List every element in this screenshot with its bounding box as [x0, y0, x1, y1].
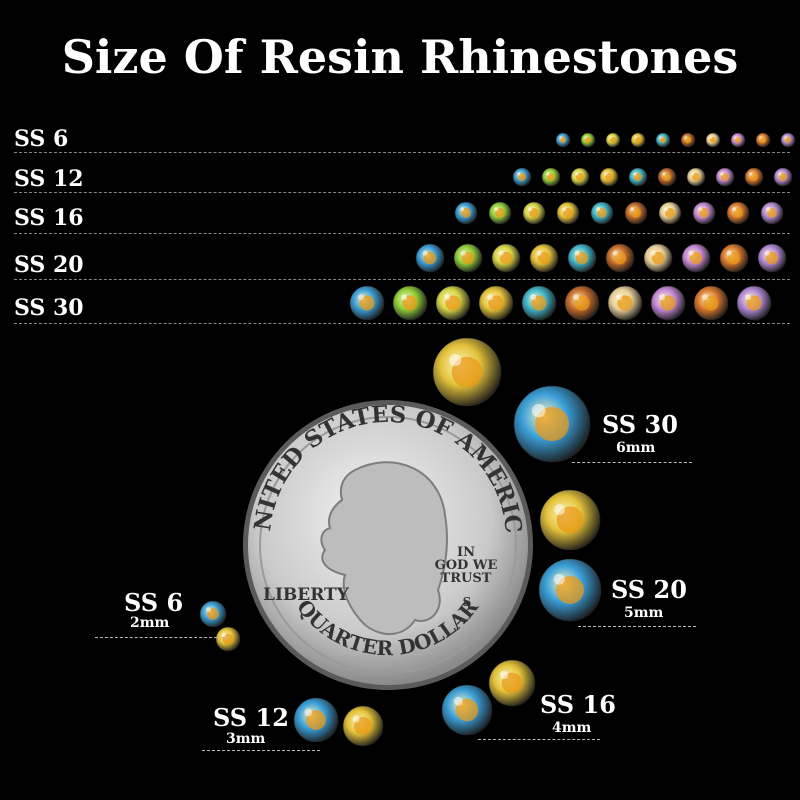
- rhinestone-row-4: [719, 243, 749, 273]
- callout-stone-ss12: [293, 697, 339, 743]
- rhinestone-row-3: [760, 201, 784, 225]
- rhinestone-row-5: [521, 285, 557, 321]
- rhinestone-row-2: [570, 167, 590, 187]
- callout-ss12-mm: 3mm: [226, 731, 266, 747]
- coin-liberty: LIBERTY: [263, 585, 350, 605]
- rhinestone-row-1: [730, 132, 746, 148]
- row-divider: [14, 152, 790, 153]
- coin-motto-3: TRUST: [441, 571, 492, 586]
- callout-ss12-line: [202, 750, 320, 751]
- rhinestone-row-5: [478, 285, 514, 321]
- rhinestone-row-3: [726, 201, 750, 225]
- rhinestone-row-4: [605, 243, 635, 273]
- rhinestone-row-1: [705, 132, 721, 148]
- callout-stone-ss30: [513, 385, 591, 463]
- rhinestone-row-5: [650, 285, 686, 321]
- rhinestone-row-3: [590, 201, 614, 225]
- callout-ss20-line: [578, 626, 696, 627]
- rhinestone-row-3: [556, 201, 580, 225]
- rhinestone-row-1: [630, 132, 646, 148]
- rhinestone-row-5: [564, 285, 600, 321]
- row-divider: [14, 323, 790, 324]
- row-divider: [14, 279, 790, 280]
- rhinestone-row-4: [681, 243, 711, 273]
- row-divider: [14, 192, 790, 193]
- callout-ss30-mm: 6mm: [616, 440, 656, 456]
- rhinestone-row-3: [692, 201, 716, 225]
- rhinestone-row-3: [522, 201, 546, 225]
- rhinestone-row-1: [755, 132, 771, 148]
- rhinestone-row-3: [658, 201, 682, 225]
- coin-motto-2: GOD WE: [435, 558, 498, 573]
- rhinestone-row-1: [605, 132, 621, 148]
- rhinestone-row-4: [757, 243, 787, 273]
- callout-ss6-label: SS 6: [124, 588, 184, 617]
- rhinestone-row-5: [392, 285, 428, 321]
- rhinestone-row-5: [435, 285, 471, 321]
- callout-ss16-mm: 4mm: [552, 720, 592, 736]
- callout-ss30-line: [572, 462, 692, 463]
- rhinestone-row-2: [744, 167, 764, 187]
- rhinestone-row-2: [715, 167, 735, 187]
- rhinestone-row-1: [580, 132, 596, 148]
- callout-stone-ss16: [488, 659, 536, 707]
- rhinestone-row-1: [655, 132, 671, 148]
- rhinestone-row-2: [657, 167, 677, 187]
- callout-ss30-label: SS 30: [602, 410, 678, 439]
- callout-ss20-label: SS 20: [611, 575, 687, 604]
- callout-stone-ss6: [215, 626, 241, 652]
- callout-stone-ss30: [432, 337, 502, 407]
- callout-stone-ss12: [342, 705, 384, 747]
- rhinestone-row-1: [680, 132, 696, 148]
- callout-ss20-mm: 5mm: [624, 605, 664, 621]
- callout-ss16-label: SS 16: [540, 690, 616, 719]
- rhinestone-row-4: [567, 243, 597, 273]
- rhinestone-row-3: [454, 201, 478, 225]
- rhinestone-row-4: [491, 243, 521, 273]
- rhinestone-row-4: [453, 243, 483, 273]
- rhinestone-row-4: [529, 243, 559, 273]
- row-divider: [14, 233, 790, 234]
- rhinestone-row-3: [488, 201, 512, 225]
- rhinestone-row-1: [780, 132, 796, 148]
- rhinestone-row-2: [686, 167, 706, 187]
- callout-stone-ss16: [441, 684, 493, 736]
- callout-ss12-label: SS 12: [213, 703, 289, 732]
- row-label-ss20: SS 20: [14, 252, 84, 278]
- rhinestone-row-4: [643, 243, 673, 273]
- portrait-icon: [320, 461, 448, 635]
- rhinestone-row-1: [555, 132, 571, 148]
- rhinestone-row-2: [773, 167, 793, 187]
- rhinestone-row-2: [599, 167, 619, 187]
- rhinestone-row-2: [628, 167, 648, 187]
- callout-ss16-line: [478, 739, 600, 740]
- callout-stone-ss20: [538, 558, 602, 622]
- callout-ss6-line: [95, 637, 227, 638]
- row-label-ss12: SS 12: [14, 166, 84, 192]
- rhinestone-row-5: [693, 285, 729, 321]
- rhinestone-row-4: [415, 243, 445, 273]
- coin-mint-mark: S: [463, 595, 472, 609]
- callout-stone-ss20: [539, 489, 601, 551]
- rhinestone-row-2: [541, 167, 561, 187]
- callout-ss6-mm: 2mm: [130, 615, 170, 631]
- rhinestone-row-5: [736, 285, 772, 321]
- row-label-ss30: SS 30: [14, 295, 84, 321]
- rhinestone-row-5: [607, 285, 643, 321]
- page-title: Size Of Resin Rhinestones: [61, 30, 739, 84]
- coin-motto-1: IN: [457, 545, 475, 560]
- row-label-ss16: SS 16: [14, 205, 84, 231]
- rhinestone-row-5: [349, 285, 385, 321]
- rhinestone-row-2: [512, 167, 532, 187]
- rhinestone-row-3: [624, 201, 648, 225]
- callout-stone-ss6: [199, 600, 227, 628]
- row-label-ss6: SS 6: [14, 126, 69, 152]
